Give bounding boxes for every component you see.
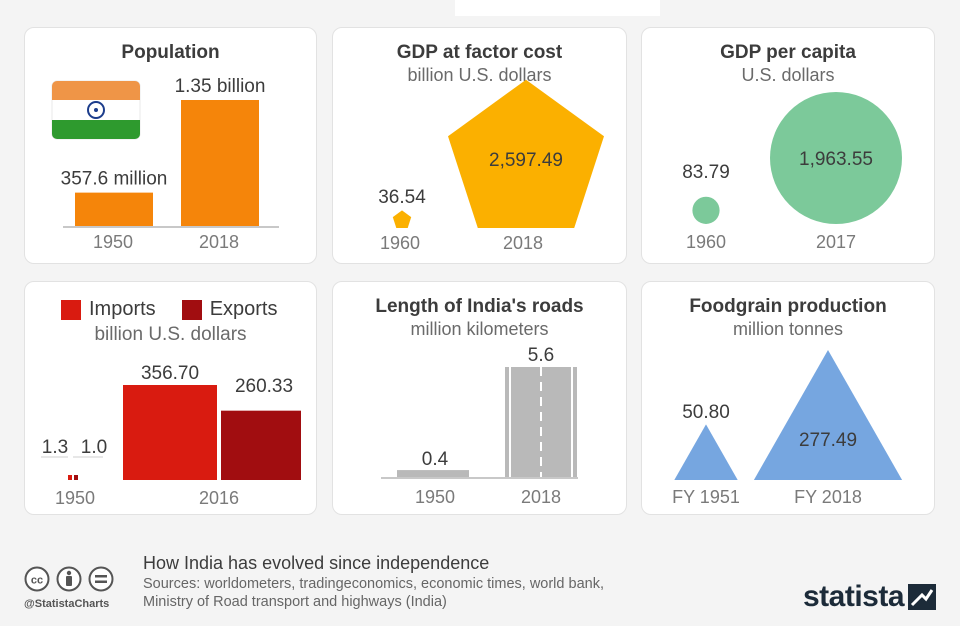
exports-swatch bbox=[181, 299, 202, 320]
population-chart: 357.6 million 1.35 billion 1950 2018 bbox=[51, 76, 279, 252]
foodgrain-label-fy1951: 50.80 bbox=[682, 402, 730, 423]
trade-subtitle: billion U.S. dollars bbox=[94, 324, 247, 345]
trade-year-1950: 1950 bbox=[55, 488, 95, 508]
svg-text:cc: cc bbox=[31, 575, 43, 587]
road-2018 bbox=[505, 367, 577, 478]
roads-year-1950: 1950 bbox=[415, 487, 455, 507]
gdp-per-capita-title: GDP per capita bbox=[720, 42, 856, 63]
roads-panel: Length of India's roads million kilomete… bbox=[332, 281, 627, 515]
gdp-label-1960: 36.54 bbox=[378, 187, 426, 208]
trade-legend: Imports Exports bbox=[61, 298, 304, 321]
exports-bar-2016 bbox=[221, 410, 301, 480]
cc-icon: cc bbox=[24, 566, 50, 592]
trade-panel: Imports Exports billion U.S. dollars 1.3… bbox=[24, 281, 317, 515]
foodgrain-triangle-fy2018 bbox=[753, 350, 903, 480]
foodgrain-label-fy2018: 277.49 bbox=[799, 430, 857, 451]
gdp-per-capita-chart: 83.79 1,963.55 1960 2017 bbox=[682, 92, 902, 252]
population-label-2018: 1.35 billion bbox=[175, 76, 266, 97]
imports-bar-1950 bbox=[68, 475, 72, 480]
gdp-year-2018: 2018 bbox=[503, 233, 543, 253]
imports-label-2016: 356.70 bbox=[141, 363, 199, 384]
statista-logo-text[interactable]: statista bbox=[803, 580, 905, 613]
foodgrain-title: Foodgrain production bbox=[689, 296, 887, 317]
exports-bar-1950 bbox=[74, 475, 78, 480]
license-icons: cc bbox=[24, 566, 114, 592]
gdp-per-capita-year-1960: 1960 bbox=[686, 232, 726, 252]
population-bar-2018 bbox=[181, 100, 259, 226]
gdp-per-capita-label-2017: 1,963.55 bbox=[799, 149, 873, 170]
foodgrain-triangle-fy1951 bbox=[674, 424, 738, 480]
gdp-title: GDP at factor cost bbox=[396, 42, 563, 63]
population-panel: Population 357.6 million 1.35 billion 19… bbox=[24, 27, 317, 264]
population-title: Population bbox=[121, 42, 220, 63]
gdp-per-capita-year-2017: 2017 bbox=[816, 232, 856, 252]
statista-handle: @StatistaCharts bbox=[24, 598, 110, 610]
roads-chart: 0.4 5.6 1950 2018 bbox=[381, 345, 578, 507]
foodgrain-year-fy1951: FY 1951 bbox=[672, 487, 740, 507]
imports-label-1950: 1.3 bbox=[42, 437, 68, 458]
gdp-per-capita-panel: GDP per capita U.S. dollars 83.79 1,963.… bbox=[641, 27, 935, 264]
attribution-icon bbox=[56, 566, 82, 592]
gdp-per-capita-bubble-2017 bbox=[770, 92, 902, 224]
gdp-per-capita-label-1960: 83.79 bbox=[682, 162, 730, 183]
population-year-1950: 1950 bbox=[93, 232, 133, 252]
imports-swatch bbox=[61, 299, 81, 320]
gdp-pentagon-2018 bbox=[448, 79, 604, 228]
no-derivatives-icon bbox=[88, 566, 114, 592]
roads-label-1950: 0.4 bbox=[422, 449, 449, 470]
population-year-2018: 2018 bbox=[199, 232, 239, 252]
foodgrain-year-fy2018: FY 2018 bbox=[794, 487, 862, 507]
roads-bar-1950 bbox=[397, 470, 469, 478]
road-1950 bbox=[397, 470, 469, 478]
gdp-chart: 36.54 2,597.49 1960 2018 bbox=[378, 79, 604, 253]
population-label-1950: 357.6 million bbox=[61, 169, 168, 190]
gdp-year-1960: 1960 bbox=[380, 233, 420, 253]
gdp-panel: GDP at factor cost billion U.S. dollars … bbox=[332, 27, 627, 264]
gdp-per-capita-subtitle: U.S. dollars bbox=[741, 65, 835, 85]
foodgrain-panel: Foodgrain production million tonnes 50.8… bbox=[641, 281, 935, 515]
foodgrain-chart: 50.80 277.49 FY 1951 FY 2018 bbox=[672, 350, 903, 507]
gdp-subtitle: billion U.S. dollars bbox=[407, 65, 552, 85]
exports-label-2016: 260.33 bbox=[235, 376, 293, 397]
top-strip bbox=[455, 0, 660, 16]
roads-year-2018: 2018 bbox=[521, 487, 561, 507]
foodgrain-subtitle: million tonnes bbox=[732, 319, 844, 339]
exports-legend-label: Exports bbox=[209, 298, 278, 320]
gdp-per-capita-bubble-1960 bbox=[692, 196, 720, 224]
trade-chart: 1.3 1.0 356.70 260.33 1950 2016 bbox=[41, 363, 301, 508]
roads-title: Length of India's roads bbox=[375, 296, 584, 317]
gdp-label-2018: 2,597.49 bbox=[489, 150, 563, 171]
imports-legend-label: Imports bbox=[89, 298, 156, 320]
exports-label-1950: 1.0 bbox=[81, 437, 107, 458]
statista-logo-icon[interactable] bbox=[908, 584, 936, 610]
imports-bar-2016 bbox=[123, 385, 217, 480]
population-bar-1950 bbox=[75, 192, 153, 226]
gdp-pentagon-1960 bbox=[392, 210, 412, 228]
footer-title: How India has evolved since independence bbox=[143, 553, 490, 573]
roads-label-2018: 5.6 bbox=[528, 345, 554, 366]
footer-sources: Sources: worldometers, tradingeconomics,… bbox=[143, 576, 604, 610]
india-flag-icon bbox=[51, 80, 141, 140]
roads-subtitle: million kilometers bbox=[410, 319, 549, 339]
trade-year-2016: 2016 bbox=[199, 488, 239, 508]
